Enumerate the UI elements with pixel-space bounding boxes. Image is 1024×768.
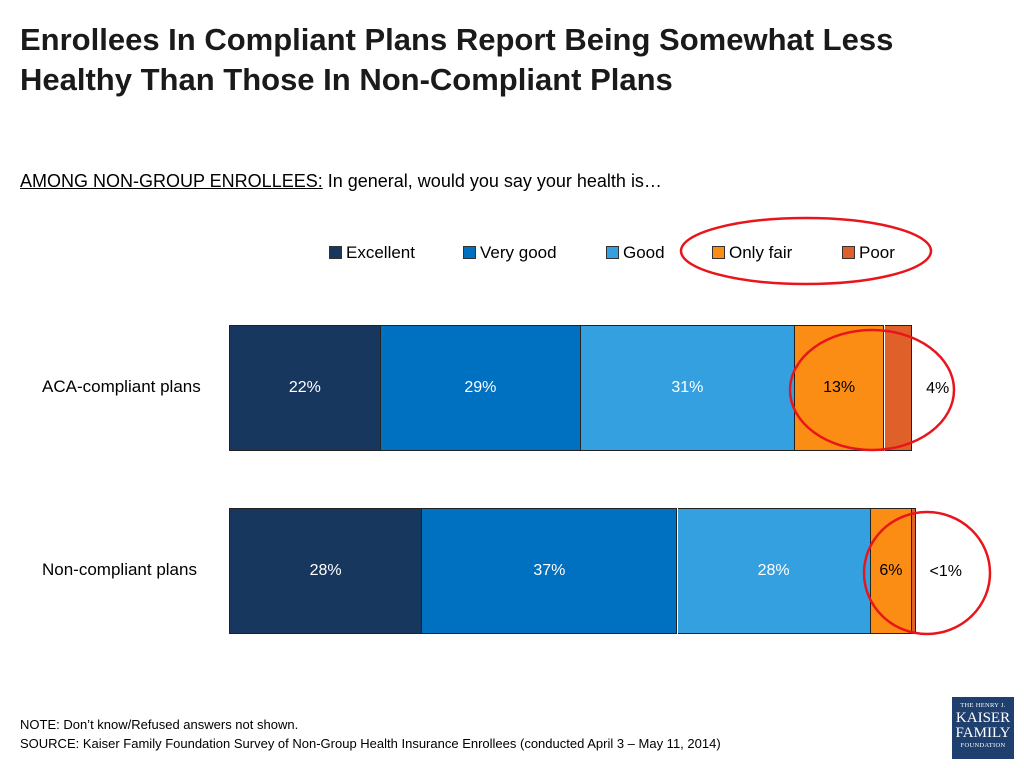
question-text: In general, would you say your health is… <box>327 171 662 191</box>
logo-line-1: THE HENRY J. <box>960 702 1006 709</box>
bar-segment-non-compliant-plans-excellent: 28% <box>229 508 423 634</box>
legend-label-only-fair: Only fair <box>729 243 793 262</box>
data-label-non-compliant-plans-only-fair: 6% <box>879 562 903 579</box>
bar-segment-non-compliant-plans-only-fair: 6% <box>870 508 913 634</box>
bar-row-aca-compliant-plans: 22% 29% 31% 13% <box>229 325 919 451</box>
data-label-non-compliant-plans-very-good: 37% <box>533 562 566 579</box>
question-subtitle: AMONG NON-GROUP ENROLLEES: In general, w… <box>20 171 662 192</box>
legend-item-poor: Poor <box>842 243 895 263</box>
legend-swatch-very-good <box>463 246 476 259</box>
question-lead: AMONG NON-GROUP ENROLLEES: <box>20 171 323 191</box>
bar-segment-non-compliant-plans-poor <box>912 508 916 634</box>
bar-segment-non-compliant-plans-very-good: 37% <box>422 508 678 634</box>
bar-segment-aca-compliant-plans-poor <box>884 325 913 451</box>
data-label-aca-compliant-plans-good: 31% <box>671 379 704 396</box>
legend-item-very-good: Very good <box>463 243 557 263</box>
data-label-aca-compliant-plans-excellent: 22% <box>288 379 321 396</box>
note-text: NOTE: Don’t know/Refused answers not sho… <box>20 717 299 732</box>
data-label-aca-compliant-plans-poor: 4% <box>926 380 950 397</box>
bar-segment-non-compliant-plans-good: 28% <box>677 508 871 634</box>
legend-swatch-excellent <box>329 246 342 259</box>
kff-logo: THE HENRY J. KAISER FAMILY FOUNDATION <box>952 697 1014 759</box>
legend-swatch-only-fair <box>712 246 725 259</box>
bar-segment-aca-compliant-plans-very-good: 29% <box>380 325 581 451</box>
data-label-non-compliant-plans-poor: <1% <box>929 563 963 580</box>
bar-row-non-compliant-plans: 28% 37% 28% 6% <box>229 508 919 634</box>
bar-segment-aca-compliant-plans-excellent: 22% <box>229 325 381 451</box>
category-label-non-compliant-plans: Non-compliant plans <box>42 560 197 579</box>
legend-label-poor: Poor <box>859 243 895 262</box>
category-label-aca-compliant-plans: ACA-compliant plans <box>42 377 201 396</box>
legend-label-good: Good <box>623 243 665 262</box>
data-label-non-compliant-plans-excellent: 28% <box>309 562 342 579</box>
legend-item-good: Good <box>606 243 665 263</box>
data-label-aca-compliant-plans-very-good: 29% <box>464 379 497 396</box>
bar-segment-aca-compliant-plans-only-fair: 13% <box>794 325 885 451</box>
logo-line-2: KAISER <box>955 710 1011 726</box>
legend-item-only-fair: Only fair <box>712 243 792 263</box>
legend-item-excellent: Excellent <box>329 243 415 263</box>
legend-label-very-good: Very good <box>480 243 557 262</box>
data-label-aca-compliant-plans-only-fair: 13% <box>823 379 856 396</box>
page-title: Enrollees In Compliant Plans Report Bein… <box>20 22 894 97</box>
logo-line-4: FOUNDATION <box>960 742 1006 749</box>
logo-line-3: FAMILY <box>955 725 1011 741</box>
legend-swatch-good <box>606 246 619 259</box>
legend-label-excellent: Excellent <box>346 243 415 262</box>
source-text: SOURCE: Kaiser Family Foundation Survey … <box>20 736 721 751</box>
data-label-non-compliant-plans-good: 28% <box>757 562 790 579</box>
legend-swatch-poor <box>842 246 855 259</box>
bar-segment-aca-compliant-plans-good: 31% <box>580 325 795 451</box>
